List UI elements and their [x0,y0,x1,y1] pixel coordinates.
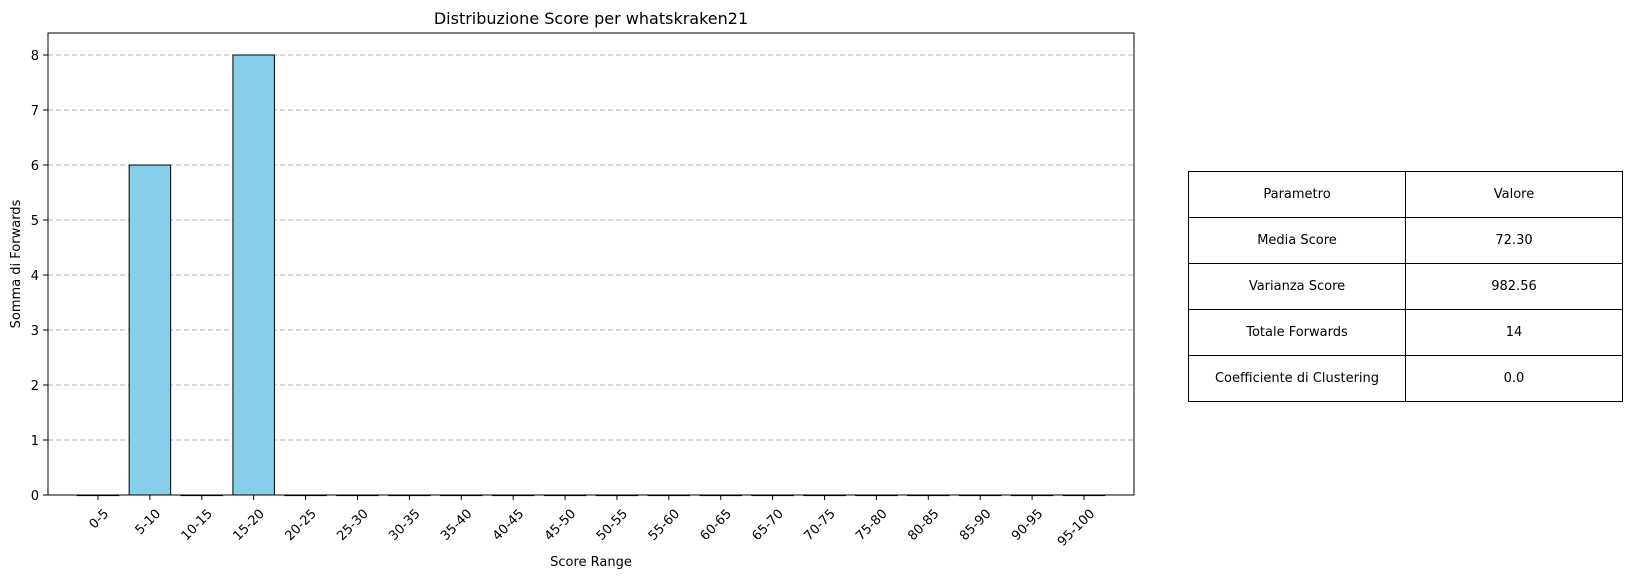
y-tick-label: 4 [31,269,39,284]
param-cell: Coefficiente di Clustering [1188,355,1406,402]
bar-5-10 [128,164,172,496]
x-axis-label: Score Range [550,555,632,570]
x-tick-label: 35-40 [438,507,475,544]
table-row: Media Score 72.30 [1188,217,1623,264]
param-cell: Media Score [1188,217,1406,264]
x-tick-label: 75-80 [853,507,890,544]
y-tick-label: 2 [31,379,39,394]
x-tick-label: 10-15 [179,507,216,544]
table-row: Varianza Score 982.56 [1188,263,1623,310]
y-axis-ticks: 0 1 2 3 4 5 6 7 8 [31,49,48,504]
bar-15-20 [232,54,275,496]
x-tick-label: 70-75 [801,507,838,544]
y-tick-label: 3 [31,324,39,339]
x-tick-label: 65-70 [749,507,786,544]
x-tick-label: 15-20 [231,507,268,544]
x-tick-label: 55-60 [646,507,683,544]
x-tick-label: 30-35 [386,507,423,544]
table-row: Coefficiente di Clustering 0.0 [1188,355,1623,402]
value-cell: 14 [1405,309,1623,356]
x-tick-label: 0-5 [87,507,113,533]
x-tick-label: 5-10 [133,507,164,538]
stats-table: Parametro Valore Media Score 72.30 Varia… [1188,171,1623,402]
y-tick-label: 1 [31,434,39,449]
param-cell: Totale Forwards [1188,309,1406,356]
x-tick-label: 80-85 [905,507,942,544]
x-tick-label: 25-30 [334,507,371,544]
x-tick-label: 90-95 [1009,507,1046,544]
y-tick-label: 0 [31,489,39,504]
grid-lines [48,54,1134,441]
y-axis-label: Somma di Forwards [9,199,24,328]
x-tick-label: 20-25 [282,507,319,544]
y-tick-label: 5 [31,214,39,229]
x-tick-label: 60-65 [698,507,735,544]
value-cell: 982.56 [1405,263,1623,310]
x-tick-label: 50-55 [594,507,631,544]
x-axis-ticks: 0-5 5-10 10-15 15-20 20-25 25-30 30-35 35-40 40-… [87,495,1098,550]
x-tick-label: 40-45 [490,507,527,544]
bars [76,54,1106,497]
plot-frame [47,32,1135,496]
x-tick-label: 45-50 [542,507,579,544]
y-tick-label: 7 [31,104,39,119]
x-tick-label: 85-90 [957,507,994,544]
y-tick-label: 8 [31,49,39,64]
header-cell-parametro: Parametro [1188,171,1406,218]
param-cell: Varianza Score [1188,263,1406,310]
value-cell: 72.30 [1405,217,1623,264]
header-cell-valore: Valore [1405,171,1623,218]
table-header-row: Parametro Valore [1188,171,1623,218]
y-tick-label: 6 [31,159,39,174]
chart-title: Distribuzione Score per whatskraken21 [434,9,748,28]
table-row: Totale Forwards 14 [1188,309,1623,356]
x-tick-label: 95-100 [1055,507,1098,550]
value-cell: 0.0 [1405,355,1623,402]
